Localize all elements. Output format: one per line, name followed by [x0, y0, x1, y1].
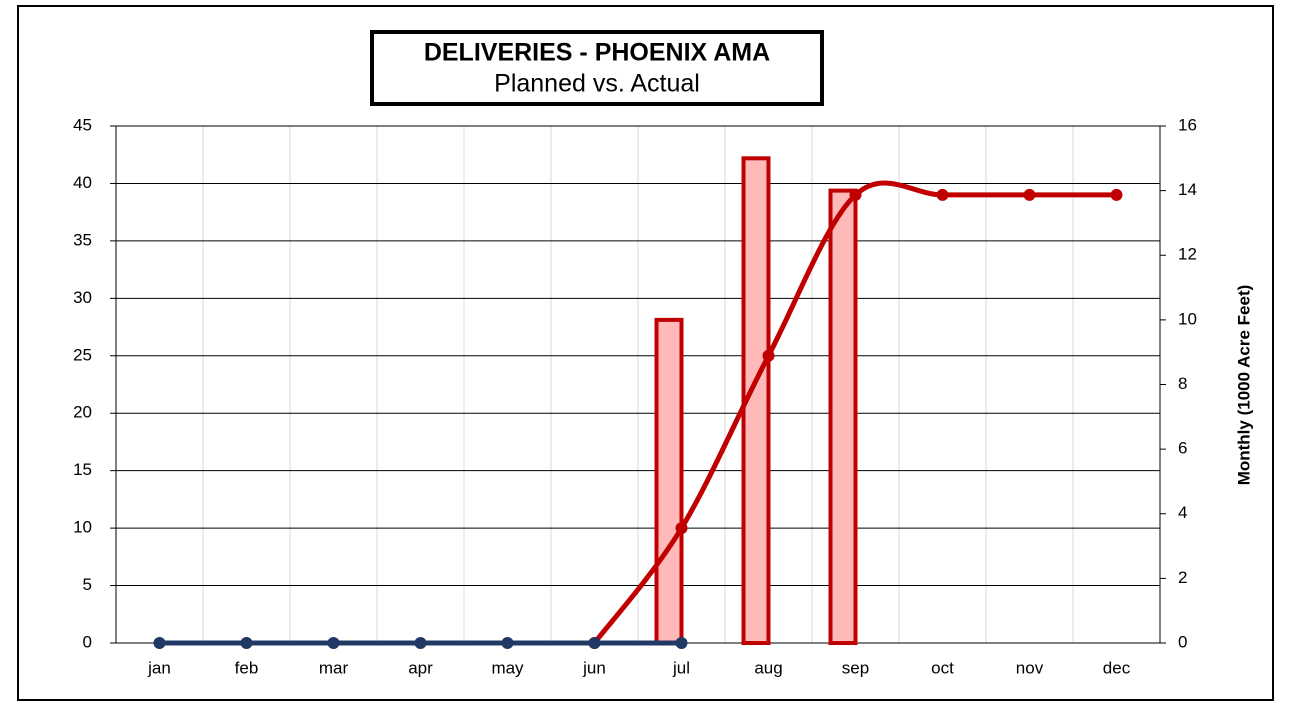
y2-axis-label: Monthly (1000 Acre Feet) — [1234, 285, 1253, 486]
y2-tick-label: 4 — [1178, 503, 1187, 522]
y-tick-label: 15 — [73, 460, 92, 479]
y-tick-label: 35 — [73, 230, 92, 249]
y-tick-label: 45 — [73, 115, 92, 134]
line-marker — [675, 637, 688, 649]
line-marker — [240, 637, 253, 649]
y-tick-label: 30 — [73, 288, 92, 307]
x-tick-label: jul — [672, 658, 690, 677]
chart-title: DELIVERIES - PHOENIX AMA — [424, 39, 770, 67]
x-tick-label: feb — [235, 658, 259, 677]
y-tick-label: 10 — [73, 518, 92, 537]
x-tick-label: nov — [1016, 658, 1044, 677]
line-marker — [153, 637, 166, 649]
chart-border — [17, 5, 1274, 701]
line-marker — [327, 637, 340, 649]
x-tick-label: mar — [319, 658, 349, 677]
title-box — [370, 30, 824, 106]
x-tick-label: apr — [408, 658, 433, 677]
chart-subtitle: Planned vs. Actual — [494, 70, 700, 98]
y2-tick-label: 12 — [1178, 245, 1197, 264]
line-marker — [501, 637, 514, 649]
x-tick-label: sep — [842, 658, 869, 677]
x-tick-label: jan — [147, 658, 171, 677]
x-tick-label: aug — [754, 658, 782, 677]
y2-tick-label: 16 — [1178, 115, 1197, 134]
x-tick-label: dec — [1103, 658, 1131, 677]
y2-tick-label: 8 — [1178, 374, 1187, 393]
plot-area: 0 5 10 15 20 25 30 35 40 45 0 2 4 6 8 10 12 14 16 jan feb mar… — [73, 115, 1197, 677]
x-tick-label: oct — [931, 658, 954, 677]
y2-tick-label: 2 — [1178, 568, 1187, 587]
line-marker — [849, 188, 862, 201]
y2-tick-label: 10 — [1178, 309, 1197, 328]
line-marker — [762, 349, 775, 362]
y-tick-label: 20 — [73, 403, 92, 422]
line-marker — [675, 522, 688, 535]
y-tick-label: 5 — [83, 575, 92, 594]
bar — [654, 317, 684, 645]
y-tick-label: 0 — [83, 632, 92, 651]
x-tick-label: jun — [582, 658, 606, 677]
line-marker — [936, 188, 949, 201]
line-marker — [1110, 188, 1123, 201]
y2-tick-label: 6 — [1178, 439, 1187, 458]
line-marker — [588, 637, 601, 649]
y2-tick-label: 0 — [1178, 632, 1187, 651]
line-marker — [1023, 188, 1036, 201]
y-tick-label: 40 — [73, 173, 92, 192]
x-tick-label: may — [491, 658, 524, 677]
bar — [828, 188, 858, 645]
line-marker — [414, 637, 427, 649]
y-tick-label: 25 — [73, 345, 92, 364]
y2-tick-label: 14 — [1178, 180, 1197, 199]
